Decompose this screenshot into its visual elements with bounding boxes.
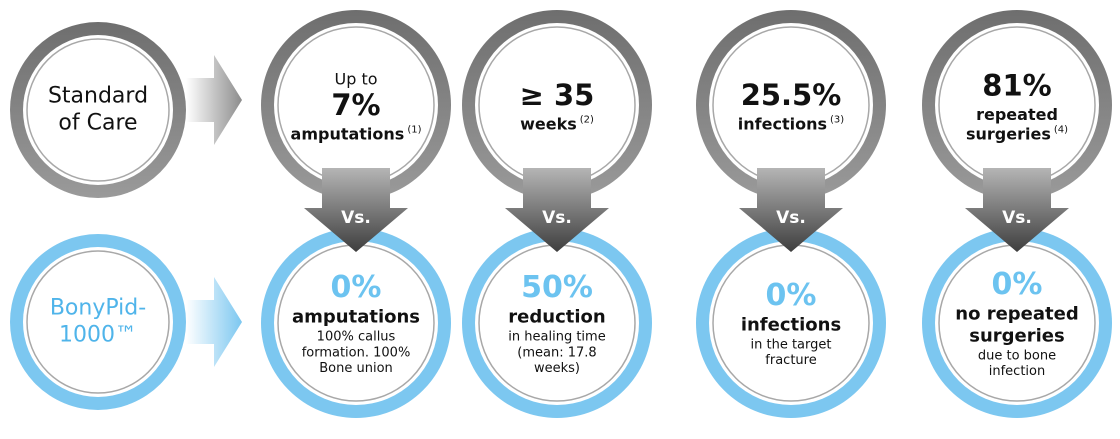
soc-value: ≥ 35 [520, 78, 595, 112]
soc-value: 7% [331, 88, 380, 122]
bonypid-label: amputations [292, 307, 420, 328]
soc-title: of Care [58, 110, 137, 135]
soc-value: 25.5% [741, 78, 842, 112]
bonypid-label: amputations [292, 307, 420, 328]
bonypid-detail: weeks) [534, 361, 580, 376]
bonypid-detail: in the target [751, 337, 832, 352]
vs-label: Vs. [776, 208, 806, 228]
bonypid-label: surgeries [969, 325, 1064, 346]
bonypid-value: 0% [766, 278, 817, 313]
bonypid-title: BonyPid- [50, 296, 146, 321]
vs-label: Vs. [1002, 208, 1032, 228]
soc-value: ≥ 35 [520, 78, 595, 112]
bonypid-title: BonyPid- [50, 296, 146, 321]
soc-title: of Care [58, 110, 137, 135]
soc-circle-inner [26, 38, 170, 182]
soc-label: amputations [291, 124, 405, 143]
bonypid-value: 0% [992, 267, 1043, 302]
bonypid-value: 0% [331, 270, 382, 305]
bonypid-value: 50% [521, 270, 593, 305]
bonypid-detail: fracture [765, 353, 816, 368]
bonypid-value: 50% [521, 270, 593, 305]
vs-arrow [505, 168, 609, 252]
bonypid-detail: (mean: 17.8 [517, 345, 596, 360]
soc-title: Standard [48, 84, 148, 109]
reference: (4) [1054, 124, 1068, 135]
soc-value: 7% [331, 88, 380, 122]
bonypid-label: reduction [508, 307, 605, 328]
bonypid-circle-inner [26, 250, 170, 394]
bonypid-detail: fracture [765, 353, 816, 368]
bonypid-detail: due to bone [978, 348, 1056, 363]
soc-label: surgeries (4) [966, 124, 1068, 143]
arrow [186, 277, 242, 367]
bonypid-label: reduction [508, 307, 605, 328]
bonypid-value: 0% [331, 270, 382, 305]
bonypid-detail: 100% callus [317, 329, 396, 344]
bonypid-label: infections [741, 314, 841, 335]
vs-label: Vs. [341, 208, 371, 228]
soc-label: weeks (2) [520, 114, 594, 133]
reference: (3) [830, 115, 844, 126]
bonypid-detail: 100% callus [317, 329, 396, 344]
vs-arrow [739, 168, 843, 252]
bonypid-value: 0% [992, 267, 1043, 302]
bonypid-title: 1000™ [59, 322, 137, 347]
bonypid-detail: in healing time [508, 329, 605, 344]
bonypid-detail: infection [989, 364, 1045, 379]
soc-label: repeated [976, 104, 1058, 123]
bonypid-label: no repeated [955, 303, 1078, 324]
bonypid-detail: due to bone [978, 348, 1056, 363]
reference: (2) [580, 115, 594, 126]
bonypid-detail: in healing time [508, 329, 605, 344]
bonypid-value: 0% [766, 278, 817, 313]
bonypid-detail: infection [989, 364, 1045, 379]
prefix: Up to [334, 69, 377, 88]
soc-value: 81% [982, 68, 1051, 102]
reference: (1) [407, 124, 421, 135]
bonypid-detail: (mean: 17.8 [517, 345, 596, 360]
soc-value: 25.5% [741, 78, 842, 112]
bonypid-detail: formation. 100% [302, 345, 411, 360]
soc-label: surgeries [966, 124, 1051, 143]
soc-title: Standard [48, 84, 148, 109]
vs-label: Vs. [542, 208, 572, 228]
soc-label: infections [738, 114, 827, 133]
soc-label: amputations (1) [291, 124, 422, 143]
bonypid-label: surgeries [969, 325, 1064, 346]
vs-arrow [965, 168, 1069, 252]
bonypid-title: 1000™ [59, 322, 137, 347]
bonypid-detail: formation. 100% [302, 345, 411, 360]
bonypid-detail: Bone union [319, 361, 393, 376]
soc-value: 81% [982, 68, 1051, 102]
bonypid-detail: Bone union [319, 361, 393, 376]
bonypid-label: no repeated [955, 303, 1078, 324]
soc-label: repeated [976, 104, 1058, 123]
vs-arrow [304, 168, 408, 252]
soc-label: weeks [520, 114, 577, 133]
soc-label: infections (3) [738, 114, 844, 133]
arrow [186, 55, 242, 145]
prefix: Up to [334, 69, 377, 88]
bonypid-label: infections [741, 314, 841, 335]
bonypid-detail: in the target [751, 337, 832, 352]
bonypid-detail: weeks) [534, 361, 580, 376]
